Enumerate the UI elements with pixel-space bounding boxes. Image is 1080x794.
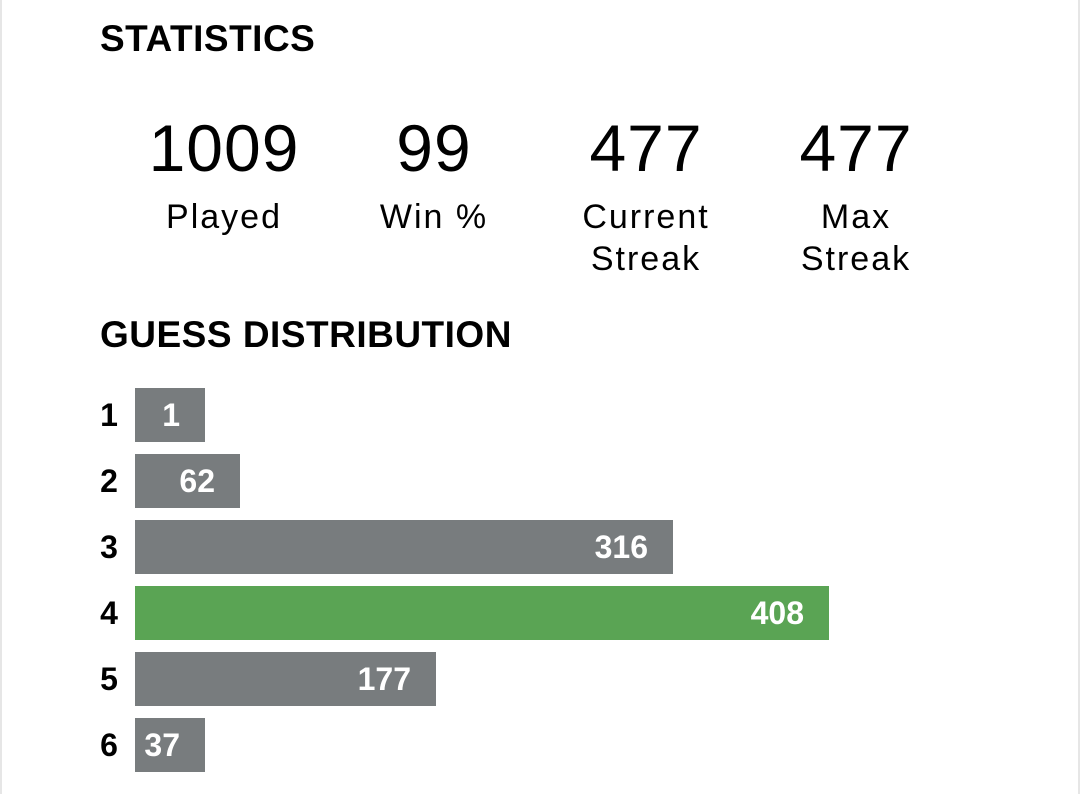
distribution-guess-number: 1 bbox=[100, 397, 118, 433]
distribution-guess-number: 6 bbox=[100, 727, 118, 763]
distribution-row-2: 2 62 bbox=[96, 454, 996, 508]
guess-distribution-heading: GUESS DISTRIBUTION bbox=[100, 314, 512, 355]
distribution-guess-number: 2 bbox=[100, 463, 118, 499]
distribution-bar: 1 bbox=[135, 388, 205, 442]
distribution-row-1: 1 1 bbox=[96, 388, 996, 442]
right-edge-divider bbox=[1078, 0, 1080, 794]
distribution-bar: 316 bbox=[135, 520, 673, 574]
stat-win-percent-value: 99 bbox=[396, 111, 472, 185]
distribution-row-4: 4 408 bbox=[96, 586, 996, 640]
distribution-row-3: 3 316 bbox=[96, 520, 996, 574]
stat-played-value: 1009 bbox=[148, 111, 300, 185]
distribution-bar: 177 bbox=[135, 652, 436, 706]
distribution-guess-number: 4 bbox=[100, 595, 118, 631]
distribution-guess-number: 5 bbox=[100, 661, 118, 697]
distribution-row-6: 6 37 bbox=[96, 718, 996, 772]
stat-current-streak-value: 477 bbox=[589, 111, 703, 185]
statistics-heading: STATISTICS bbox=[100, 18, 316, 59]
distribution-row-5: 5 177 bbox=[96, 652, 996, 706]
stat-current-streak-label: Current Streak bbox=[582, 198, 710, 278]
stat-played: 1009 Played bbox=[129, 112, 319, 238]
stat-max-streak: 477 Max Streak bbox=[761, 112, 951, 280]
stat-played-label: Played bbox=[166, 198, 282, 236]
left-edge-divider bbox=[0, 0, 2, 794]
stat-max-streak-label: Max Streak bbox=[800, 198, 912, 278]
distribution-guess-number: 3 bbox=[100, 529, 118, 565]
stat-max-streak-value: 477 bbox=[799, 111, 913, 185]
stat-current-streak: 477 Current Streak bbox=[551, 112, 741, 280]
distribution-bar: 408 bbox=[135, 586, 829, 640]
stat-win-percent: 99 Win % bbox=[339, 112, 529, 238]
distribution-bar: 37 bbox=[135, 718, 205, 772]
stat-win-percent-label: Win % bbox=[379, 198, 489, 236]
distribution-bar: 62 bbox=[135, 454, 240, 508]
